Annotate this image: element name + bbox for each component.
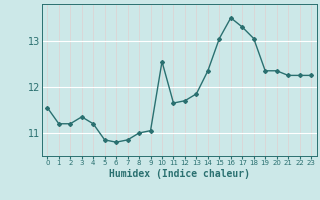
X-axis label: Humidex (Indice chaleur): Humidex (Indice chaleur) xyxy=(109,169,250,179)
